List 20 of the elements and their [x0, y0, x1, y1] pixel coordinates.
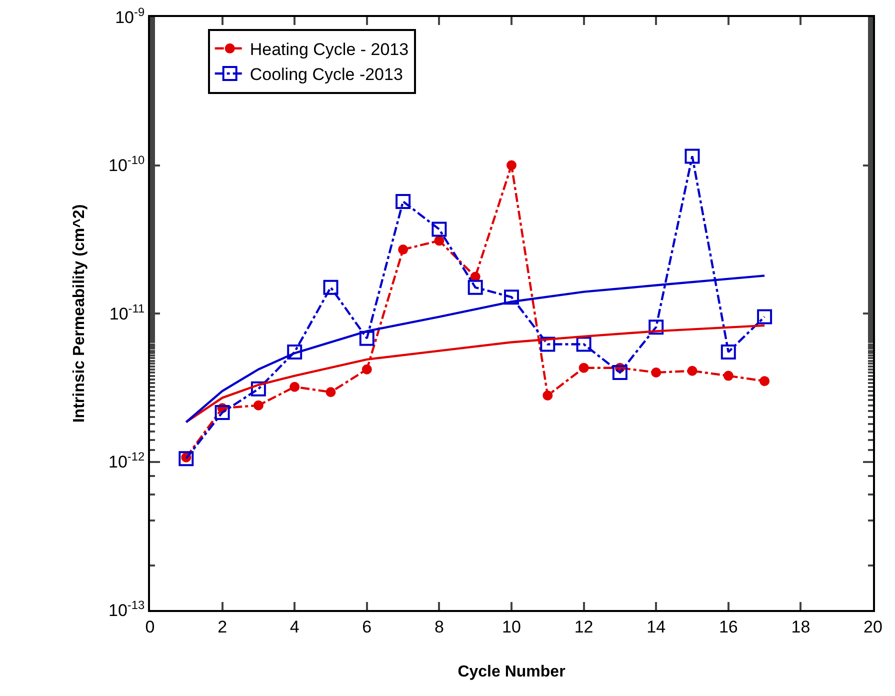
- y-tick-label: 10$^{-13}$: [108, 598, 145, 620]
- legend-label: Cooling Cycle -2013: [250, 65, 403, 84]
- y-tick-label: 10$^{-11}$: [109, 301, 145, 324]
- x-tick-label: 12: [574, 617, 594, 636]
- x-tick-label: 14: [646, 617, 666, 636]
- x-tick-label: 6: [362, 617, 372, 636]
- x-tick-label: 20: [864, 617, 882, 636]
- y-tick-label: 10$^{-12}$: [108, 450, 145, 472]
- x-tick-label: 10: [502, 617, 521, 636]
- y-tick-label: 10$^{-10}$: [108, 153, 145, 176]
- x-tick-label: 4: [290, 617, 300, 636]
- y-tick-label: 10$^{-9}$: [115, 4, 145, 27]
- x-tick-label: 8: [434, 617, 444, 636]
- x-tick-label: 16: [718, 617, 738, 636]
- y-axis-title: Intrinsic Permeability (cm^2): [70, 204, 88, 423]
- legend-label: Heating Cycle - 2013: [250, 40, 409, 60]
- x-tick-label: 2: [218, 617, 228, 636]
- x-tick-label: 18: [791, 617, 810, 636]
- x-axis-title: Cycle Number: [458, 664, 566, 681]
- x-tick-label: 0: [145, 617, 155, 636]
